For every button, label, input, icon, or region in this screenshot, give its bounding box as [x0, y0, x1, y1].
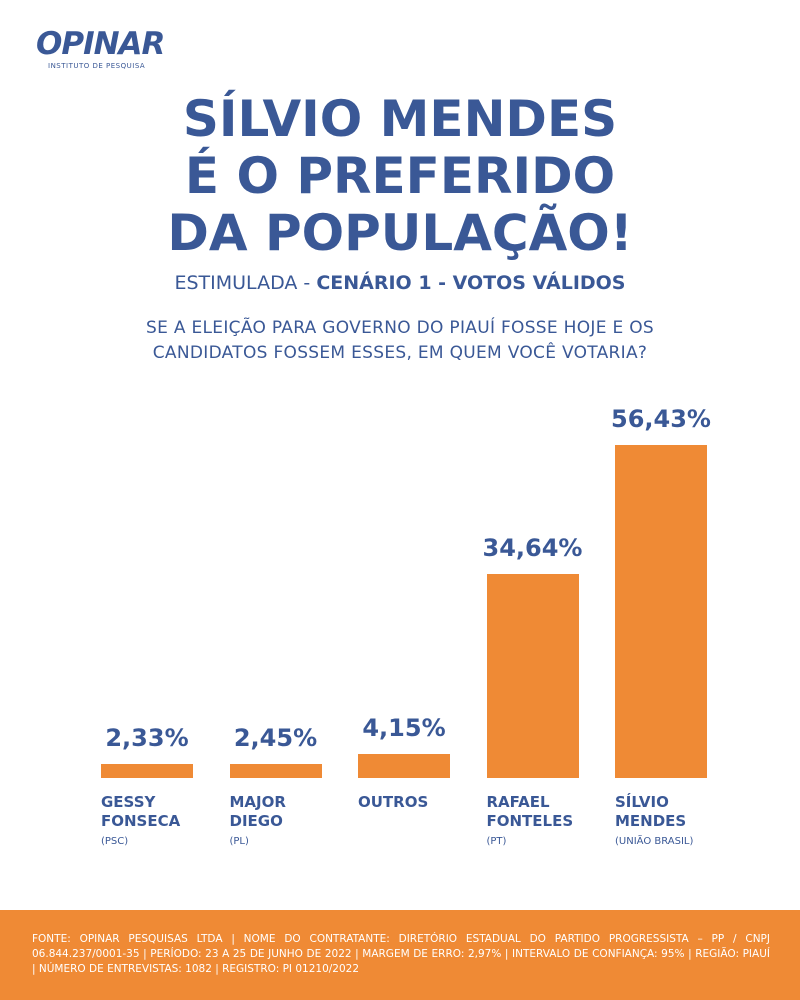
subtitle-prefix: ESTIMULADA - — [174, 272, 311, 294]
value-label: 56,43% — [611, 405, 711, 434]
footer-text: FONTE: OPINAR PESQUISAS LTDA | NOME DO C… — [32, 933, 770, 975]
value-label: 2,45% — [233, 723, 318, 752]
value-label: 2,33% — [105, 724, 189, 753]
category-label: SÍLVIO MENDES — [615, 793, 687, 830]
party-label: (PL) — [229, 836, 249, 847]
logo: OPINAR — [36, 26, 165, 62]
value-label: 4,15% — [362, 713, 446, 742]
footer-band — [0, 910, 800, 1000]
category-label: OUTROS — [358, 793, 429, 811]
category-label: RAFAEL FONTELES — [486, 793, 574, 830]
title-line: SÍLVIO MENDES — [182, 90, 618, 148]
title-line: É O PREFERIDO — [184, 147, 616, 205]
question-line: CANDIDATOS FOSSEM ESSES, EM QUEM VOCÊ VO… — [152, 343, 648, 363]
bar — [358, 753, 450, 778]
logo-tagline: INSTITUTO DE PESQUISA — [48, 62, 146, 70]
bar — [101, 764, 193, 778]
bar — [229, 763, 322, 778]
category-label: GESSY FONSECA — [101, 793, 181, 830]
category-label: MAJOR DIEGO — [229, 793, 286, 830]
subtitle-emphasis: CENÁRIO 1 - VOTOS VÁLIDOS — [316, 272, 626, 294]
party-label: (PT) — [486, 836, 507, 847]
party-label: (UNIÃO BRASIL) — [615, 836, 694, 847]
party-label: (PSC) — [101, 836, 129, 847]
bar — [615, 445, 707, 778]
value-label: 34,64% — [482, 533, 583, 562]
subtitle: ESTIMULADA - CENÁRIO 1 - VOTOS VÁLIDOS — [0, 272, 800, 294]
title-line: DA POPULAÇÃO! — [167, 204, 633, 262]
bar — [486, 573, 579, 778]
question-line: SE A ELEIÇÃO PARA GOVERNO DO PIAUÍ FOSSE… — [146, 318, 654, 338]
